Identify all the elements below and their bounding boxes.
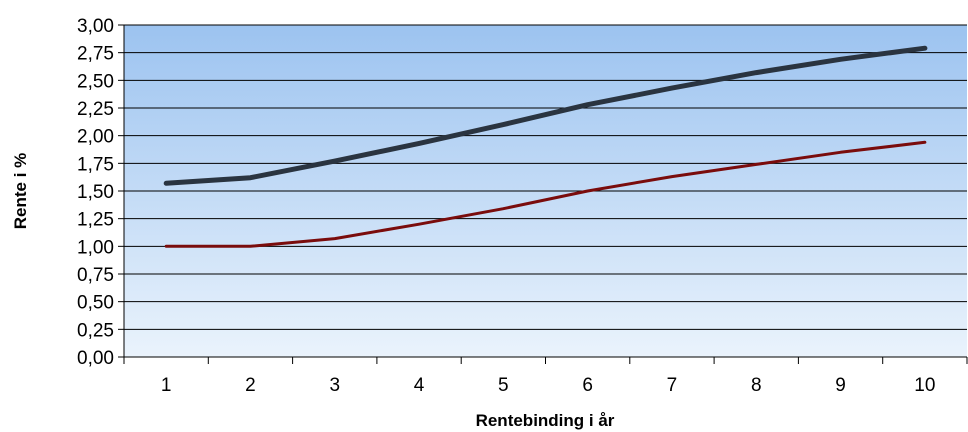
y-tick-label: 1,25: [77, 210, 114, 231]
x-tick-label: 9: [835, 375, 846, 396]
x-tick-label: 10: [914, 375, 935, 396]
y-tick-label: 0,75: [77, 265, 114, 286]
x-tick-label: 7: [667, 375, 678, 396]
y-tick-label: 0,00: [77, 348, 114, 369]
y-axis-title: Rente i %: [11, 153, 30, 230]
x-tick-label: 5: [498, 375, 509, 396]
series-line-1: [163, 45, 928, 186]
y-tick-label: 0,50: [77, 293, 114, 314]
y-tick-label: 1,50: [77, 182, 114, 203]
series-line-2: [164, 140, 927, 248]
y-tick-label: 2,00: [77, 127, 114, 148]
y-tick-label: 2,50: [77, 71, 114, 92]
y-tick-label: 2,25: [77, 99, 114, 120]
x-tick-label: 8: [751, 375, 762, 396]
y-tick-label: 1,00: [77, 237, 114, 258]
x-tick-label: 2: [245, 375, 256, 396]
x-tick-label: 6: [582, 375, 593, 396]
y-tick-label: 1,75: [77, 154, 114, 175]
y-tick-label: 2,75: [77, 44, 114, 65]
x-axis-title: Rentebinding i år: [476, 411, 615, 430]
x-tick-label: 1: [161, 375, 172, 396]
y-tick-label: 0,25: [77, 320, 114, 341]
y-tick-label: 3,00: [77, 16, 114, 37]
x-tick-label: 4: [414, 375, 425, 396]
x-tick-label: 3: [329, 375, 340, 396]
